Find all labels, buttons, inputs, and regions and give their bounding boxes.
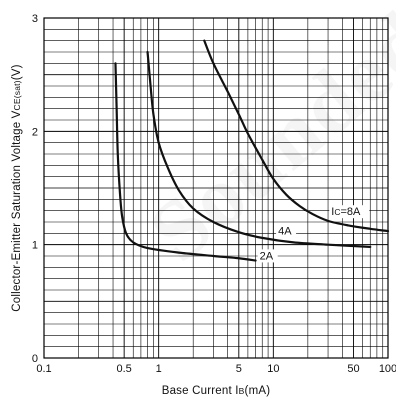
series-group: 2A 4A IC=8A <box>114 39 390 263</box>
tick-labels: 0.1 0.5 1 5 10 50 100 0 1 2 3 <box>32 13 396 375</box>
x-tick-label: 0.5 <box>117 363 132 375</box>
plot-frame <box>43 17 389 359</box>
y-tick-label: 3 <box>32 13 38 25</box>
x-tick-label: 10 <box>267 363 279 375</box>
series-label: 2A <box>260 250 274 262</box>
y-tick-label: 1 <box>32 240 38 252</box>
series-label-bg <box>329 205 370 219</box>
series-label: IC=8A <box>331 206 361 218</box>
series-line-2a <box>114 62 257 262</box>
series-label-bg <box>276 224 297 238</box>
series-label-bg <box>257 249 278 263</box>
x-tick-label: 100 <box>379 363 396 375</box>
y-tick-label: 2 <box>32 126 38 138</box>
series-label: 4A <box>278 225 292 237</box>
y-axis-title: Collector-Emitter Saturation Voltage VCE… <box>11 64 23 311</box>
series-line-ic-8a <box>203 39 390 233</box>
x-axis-title: Base Current IB(mA) <box>162 385 271 397</box>
x-tick-label: 5 <box>236 363 242 375</box>
x-tick-label: 50 <box>347 363 359 375</box>
x-tick-label: 1 <box>156 363 162 375</box>
y-tick-label: 0 <box>32 353 38 365</box>
x-tick-label: 0.1 <box>36 363 51 375</box>
series-line-4a <box>146 50 372 249</box>
